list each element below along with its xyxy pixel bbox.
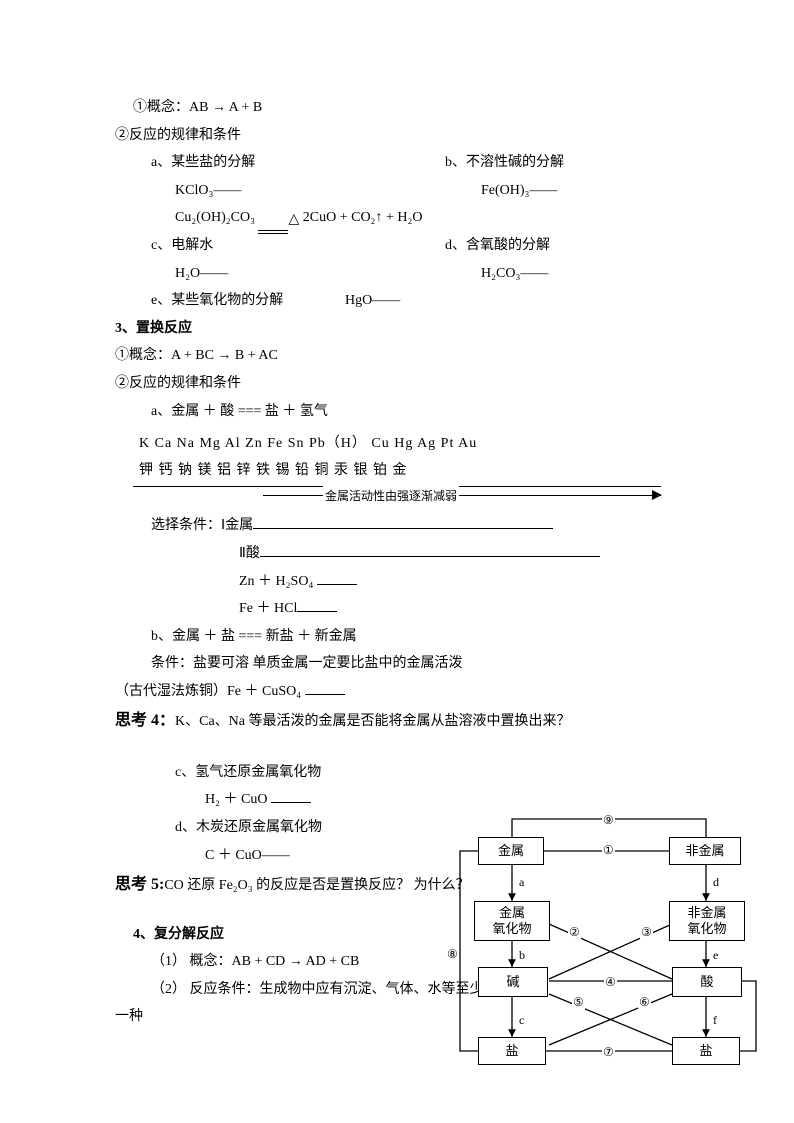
think4: 思考 4：K、Ca、Na 等最活泼的金属是否能将金属从盐溶液中置换出来？ — [115, 706, 679, 736]
blank-line — [253, 528, 553, 529]
sec1-e: e、某些氧化物的分解 — [115, 288, 345, 315]
activity-series: K Ca Na Mg Al Zn Fe Sn Pb（H） Cu Hg Ag Pt… — [133, 431, 661, 505]
cond-metal: 选择条件：Ⅰ金属 — [115, 513, 679, 540]
lbl-f: f — [712, 1009, 718, 1032]
sec1-b: b、不溶性碱的分解 — [445, 150, 679, 177]
think4-text: K、Ca、Na 等最活泼的金属是否能将金属从盐溶液中置换出来？ — [175, 714, 571, 729]
lbl-e: e — [712, 944, 719, 967]
h2co3: H₂CO₃—— — [445, 261, 679, 288]
fe-eq: Fe ＋ HCl — [115, 596, 679, 623]
sec3-a: a、金属 ＋ 酸 === 盐 ＋ 氢气 — [115, 399, 679, 426]
cond-acid: Ⅱ酸 — [115, 541, 679, 568]
triangle-icon: △ — [288, 207, 299, 234]
cu2oh2-lhs: Cu₂(OH)₂CO₃ — [175, 210, 255, 225]
blank-line — [305, 694, 345, 695]
cu2oh2-eq: Cu₂(OH)₂CO₃ △ 2CuO + CO₂↑ + H₂O — [115, 205, 679, 232]
sec1-c: c、电解水 — [115, 233, 445, 260]
lbl-c: c — [518, 1009, 525, 1032]
sec1-concept: ①概念：AB → A + B — [115, 95, 679, 122]
lbl-9: ⑨ — [602, 809, 615, 832]
box-nonmetal-oxide: 非金属 氧化物 — [669, 901, 745, 941]
sec1-d: d、含氧酸的分解 — [445, 233, 679, 260]
think5-text: CO 还原 Fe₂O₃ 的反应是否是置换反应？ 为什么？ — [164, 878, 469, 893]
fe-text: Fe ＋ HCl — [239, 601, 297, 616]
sec3-concept: ①概念：A + BC → B + AC — [115, 343, 679, 370]
zn-eq: Zn ＋ H₂SO₄ — [115, 569, 679, 596]
h2-cuo-text: H₂ ＋ CuO — [205, 792, 267, 807]
think5-label: 思考 5: — [115, 876, 164, 893]
blank-line — [271, 802, 311, 803]
lbl-6: ⑥ — [638, 991, 651, 1014]
sec-c: c、氢气还原金属氧化物 — [115, 760, 679, 787]
series-cn: 钾 钙 钠 镁 铝 锌 铁 锡 铅 铜 汞 银 铂 金 — [133, 458, 661, 485]
series-arrow-label: 金属活动性由强逐渐减弱 — [323, 485, 459, 508]
lbl-d: d — [712, 871, 720, 894]
box-salt-r: 盐 — [672, 1037, 740, 1065]
lbl-3: ③ — [640, 921, 653, 944]
cond-metal-text: 选择条件：Ⅰ金属 — [151, 518, 253, 533]
cond-b-cond: 条件：盐要可溶 单质金属一定要比盐中的金属活泼 — [115, 651, 679, 678]
sec1-a: a、某些盐的分解 — [115, 150, 445, 177]
sec3-title: 3、置换反应 — [115, 316, 679, 343]
think4-label: 思考 4： — [115, 712, 175, 729]
fe-cuso4: （古代湿法炼铜）Fe ＋ CuSO₄ — [115, 679, 679, 706]
hgo: HgO—— — [345, 288, 400, 315]
series-arrow: 金属活动性由强逐渐减弱 — [133, 487, 661, 505]
box-metal-oxide: 金属 氧化物 — [474, 901, 550, 941]
lbl-5: ⑤ — [572, 991, 585, 1014]
reaction-diagram: 金属 非金属 金属 氧化物 非金属 氧化物 碱 酸 盐 盐 ⑨ ① a d ② … — [454, 809, 764, 1089]
box-metal: 金属 — [478, 837, 544, 865]
box-base: 碱 — [478, 967, 548, 997]
lbl-a: a — [518, 871, 525, 894]
feoh3: Fe(OH)₃—— — [445, 178, 679, 205]
series-en: K Ca Na Mg Al Zn Fe Sn Pb（H） Cu Hg Ag Pt… — [133, 431, 661, 458]
sec3-rules: ②反应的规律和条件 — [115, 371, 679, 398]
lbl-7: ⑦ — [602, 1041, 615, 1064]
box-acid: 酸 — [672, 967, 742, 997]
fe-cuso4-text: （古代湿法炼铜）Fe ＋ CuSO₄ — [115, 684, 301, 699]
blank-line — [297, 611, 337, 612]
h2o: H₂O—— — [115, 261, 445, 288]
cond-acid-text: Ⅱ酸 — [239, 546, 260, 561]
lbl-8: ⑧ — [446, 943, 459, 966]
lbl-2: ② — [568, 921, 581, 944]
sec1-rules: ②反应的规律和条件 — [115, 123, 679, 150]
lbl-4: ④ — [604, 971, 617, 994]
lbl-b: b — [518, 944, 526, 967]
box-salt-l: 盐 — [478, 1037, 546, 1065]
kclo3: KClO₃—— — [115, 178, 445, 205]
lbl-1: ① — [602, 839, 615, 862]
blank-line — [317, 584, 357, 585]
box-nonmetal: 非金属 — [669, 837, 741, 865]
blank-line — [260, 556, 600, 557]
cu2oh2-rhs: 2CuO + CO₂↑ + H₂O — [303, 210, 423, 225]
cond-b: b、金属 ＋ 盐 === 新盐 ＋ 新金属 — [115, 624, 679, 651]
think5: 思考 5:CO 还原 Fe₂O₃ 的反应是否是置换反应？ 为什么？ — [115, 870, 475, 900]
zn-text: Zn ＋ H₂SO₄ — [239, 574, 313, 589]
